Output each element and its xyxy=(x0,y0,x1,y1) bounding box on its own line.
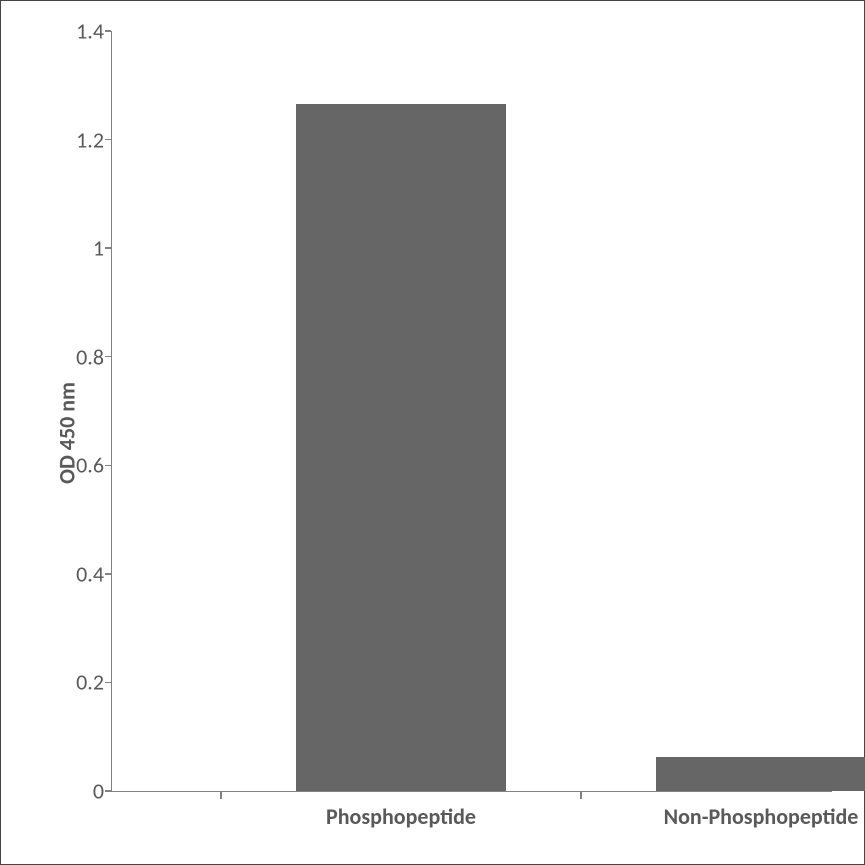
y-tick-label: 1.4 xyxy=(76,18,104,45)
bar xyxy=(656,757,865,791)
y-tick-label: 0.4 xyxy=(76,560,104,587)
y-tick-label: 0.8 xyxy=(76,343,104,370)
x-tick-label: Phosphopeptide xyxy=(326,803,476,830)
y-tick-label: 1.2 xyxy=(76,126,104,153)
x-tick-label: Non-Phosphopeptide xyxy=(664,803,859,830)
y-tick-label: 0.6 xyxy=(76,452,104,479)
y-tick-label: 1 xyxy=(93,235,104,262)
x-tick xyxy=(220,792,222,799)
y-tick-label: 0 xyxy=(93,778,104,805)
bar xyxy=(296,104,506,791)
x-tick xyxy=(580,792,582,799)
y-tick-label: 0.2 xyxy=(76,669,104,696)
chart-container: OD 450 nm 00.20.40.60.811.21.4 Phosphope… xyxy=(0,0,865,865)
